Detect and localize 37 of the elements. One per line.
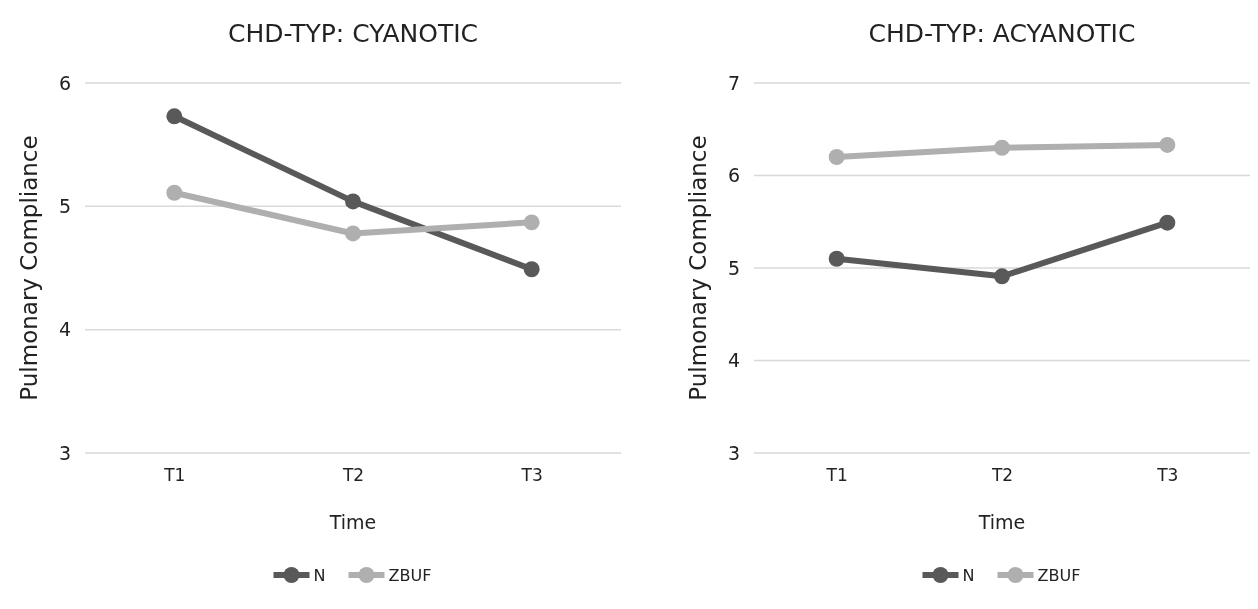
y-axis-title: Pulmonary Compliance: [16, 135, 42, 401]
x-tick-label: T3: [520, 465, 543, 486]
x-axis-title: Time: [977, 511, 1026, 533]
y-tick-label: 6: [727, 164, 740, 187]
point: [166, 108, 183, 125]
point: [523, 214, 540, 231]
legend-label: ZBUF: [1037, 565, 1081, 585]
legend-label: ZBUF: [388, 565, 432, 585]
point: [166, 184, 183, 201]
y-tick-label: 5: [58, 194, 71, 217]
legend-label: N: [313, 565, 326, 585]
x-tick-label: T1: [825, 465, 848, 486]
point: [828, 149, 845, 165]
chart-title: CHD-TYP: CYANOTIC: [227, 19, 479, 48]
x-tick-label: T2: [990, 465, 1014, 486]
point: [828, 250, 845, 267]
y-tick-label: 4: [58, 318, 71, 341]
y-tick-label: 3: [727, 441, 740, 464]
y-axis-title: Pulmonary Compliance: [685, 135, 711, 401]
y-tick-label: 5: [727, 256, 740, 279]
point: [994, 268, 1010, 285]
point: [523, 261, 540, 278]
legend-label: N: [962, 565, 975, 585]
point: [1159, 214, 1176, 231]
point: [345, 225, 361, 242]
point: [345, 193, 361, 210]
chart-title: CHD-TYP: ACYANOTIC: [868, 19, 1136, 48]
y-tick-label: 4: [727, 349, 740, 372]
x-axis-title: Time: [328, 511, 377, 533]
x-tick-label: T3: [1156, 465, 1179, 486]
point: [994, 139, 1010, 156]
x-tick-label: T2: [341, 465, 365, 486]
y-tick-label: 7: [727, 71, 740, 94]
y-tick-label: 3: [58, 441, 71, 464]
x-tick-label: T1: [163, 465, 186, 486]
y-tick-label: 6: [58, 71, 71, 94]
point: [1159, 137, 1176, 153]
